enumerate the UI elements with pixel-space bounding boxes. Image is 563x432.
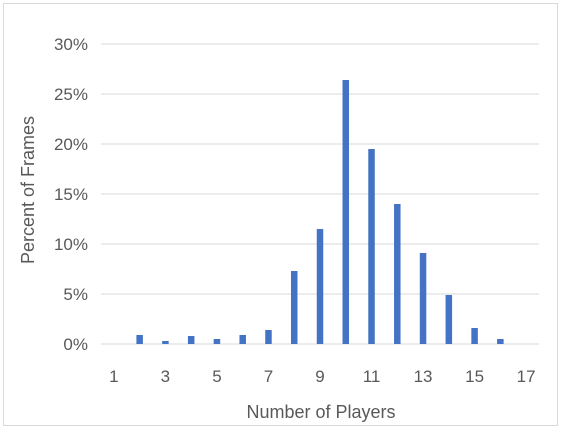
x-tick-label: 15 (465, 367, 484, 386)
x-tick-label: 17 (517, 367, 536, 386)
y-axis-label: Percent of Frames (18, 116, 38, 264)
bar-12 (394, 204, 401, 344)
y-tick-label: 10% (54, 235, 88, 254)
y-tick-label: 0% (63, 335, 88, 354)
x-tick-labels: 1 3 5 7 9 11 13 15 17 (109, 367, 535, 386)
x-tick-label: 13 (414, 367, 433, 386)
x-tick-label: 1 (109, 367, 118, 386)
x-tick-label: 5 (212, 367, 221, 386)
y-tick-label: 25% (54, 85, 88, 104)
bar-14 (445, 295, 453, 344)
bar-9 (316, 229, 324, 344)
x-tick-label: 11 (363, 367, 381, 386)
bar-16 (497, 339, 504, 344)
x-tick-label: 9 (315, 367, 324, 386)
y-tick-label: 30% (54, 35, 88, 54)
bar-6 (239, 335, 246, 344)
x-axis-label: Number of Players (246, 402, 395, 422)
bar-13 (419, 253, 427, 344)
bar-11 (368, 149, 375, 344)
bar-8 (290, 271, 298, 344)
y-tick-labels: 0% 5% 10% 15% 20% 25% 30% (54, 35, 88, 354)
bar-10 (342, 80, 350, 344)
y-tick-label: 20% (54, 135, 88, 154)
bar-chart: 0%5%10%15%20%25%30% 1 3 5 7 9 11 13 15 17 Percen… (18, 35, 539, 422)
bar-7 (265, 330, 272, 344)
bar-2 (136, 335, 143, 344)
bar-3 (162, 341, 169, 344)
y-tick-label: 5% (63, 285, 88, 304)
bar-15 (471, 328, 478, 344)
x-tick-label: 3 (161, 367, 170, 386)
chart-frame: 0% 5% 10% 15% 20% 25% 30% 1 3 5 7 9 11 13 15 17 Percen… (3, 3, 558, 426)
bar-5 (213, 339, 221, 344)
y-tick-label: 15% (54, 185, 88, 204)
bars (136, 80, 504, 344)
x-tick-label: 7 (264, 367, 273, 386)
bar-4 (187, 336, 195, 344)
